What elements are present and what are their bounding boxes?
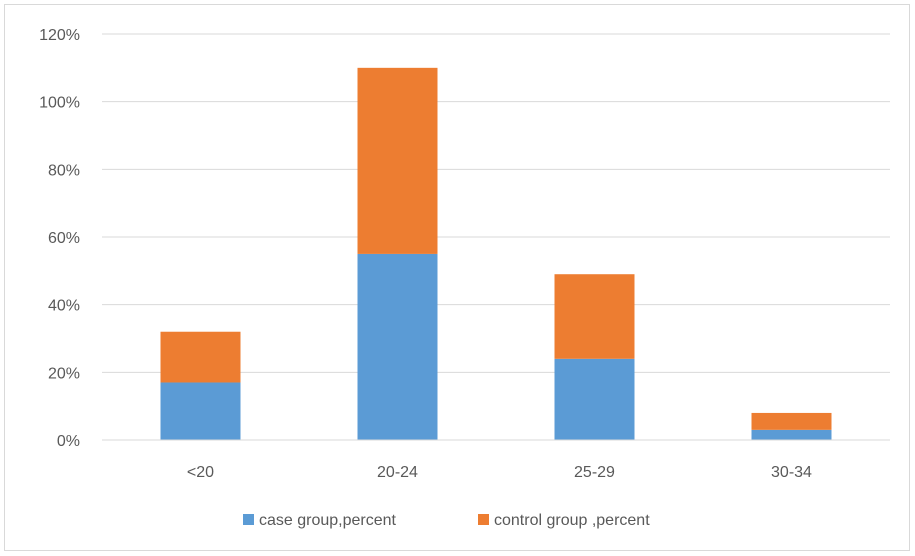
bar-case-2 [554,358,635,440]
y-tick-label: 120% [39,27,80,44]
chart-frame [4,4,910,551]
gridlines [102,33,890,373]
bar-control-2 [554,274,635,359]
x-tick-label: 25-29 [574,464,615,481]
bars [160,67,832,440]
legend-swatch [478,514,489,525]
x-axis-tick-labels: <20 20-24 25-29 30-34 [187,464,812,481]
y-tick-label: 20% [48,365,80,382]
y-tick-label: 80% [48,162,80,179]
legend: case group,percent control group ,percent [243,512,650,529]
y-axis-tick-labels: 0% 20% 40% 60% 80% 100% 120% [39,27,80,450]
y-tick-label: 100% [39,95,80,112]
bar-control-0 [160,331,241,383]
legend-label: case group,percent [259,512,397,529]
bar-control-3 [751,412,832,430]
y-tick-label: 60% [48,230,80,247]
x-tick-label: 30-34 [771,464,812,481]
legend-label: control group ,percent [494,512,650,529]
bar-control-1 [357,67,438,254]
bar-case-3 [751,429,832,440]
bar-case-1 [357,253,438,440]
x-tick-label: <20 [187,464,214,481]
x-tick-label: 20-24 [377,464,418,481]
y-tick-label: 40% [48,298,80,315]
y-tick-label: 0% [57,433,80,450]
bar-case-0 [160,382,241,440]
legend-swatch [243,514,254,525]
